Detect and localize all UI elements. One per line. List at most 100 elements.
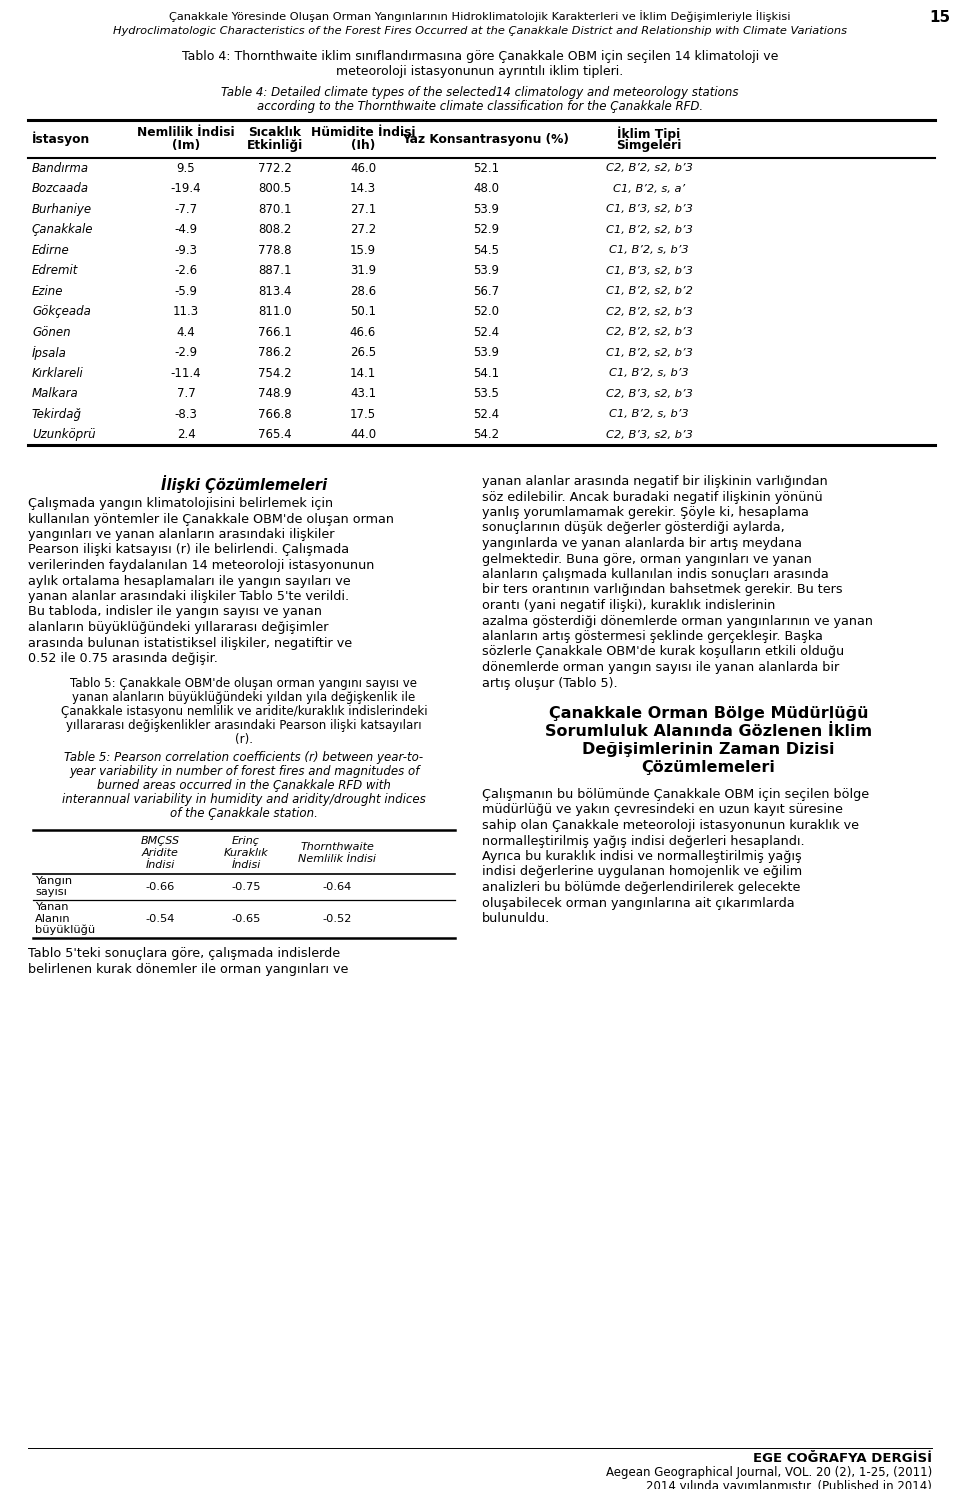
Text: Hydroclimatologic Characteristics of the Forest Fires Occurred at the Çanakkale : Hydroclimatologic Characteristics of the… [113,25,847,36]
Text: Malkara: Malkara [32,387,79,401]
Text: C1, B’3, s2, b’3: C1, B’3, s2, b’3 [606,204,692,214]
Text: Çalışmanın bu bölümünde Çanakkale OBM için seçilen bölge: Çalışmanın bu bölümünde Çanakkale OBM iç… [482,788,869,801]
Text: 52.0: 52.0 [473,305,499,319]
Text: -0.64: -0.64 [323,881,351,892]
Text: 53.9: 53.9 [473,347,499,359]
Text: İndisi: İndisi [145,861,175,871]
Text: yanan alanların büyüklüğündeki yıldan yıla değişkenlik ile: yanan alanların büyüklüğündeki yıldan yı… [72,691,416,704]
Text: 0.52 ile 0.75 arasında değişir.: 0.52 ile 0.75 arasında değişir. [28,652,218,666]
Text: burned areas occurred in the Çanakkale RFD with: burned areas occurred in the Çanakkale R… [97,780,391,792]
Text: Yanan: Yanan [35,902,68,913]
Text: Nemlilik İndisi: Nemlilik İndisi [137,127,235,138]
Text: 52.1: 52.1 [473,162,499,174]
Text: orantı (yani negatif ilişki), kuraklık indislerinin: orantı (yani negatif ilişki), kuraklık i… [482,599,776,612]
Text: meteoroloji istasyonunun ayrıntılı iklim tipleri.: meteoroloji istasyonunun ayrıntılı iklim… [336,66,624,77]
Text: Yangın: Yangın [35,876,72,886]
Text: İpsala: İpsala [32,345,67,360]
Text: 17.5: 17.5 [350,408,376,421]
Text: söz edilebilir. Ancak buradaki negatif ilişkinin yönünü: söz edilebilir. Ancak buradaki negatif i… [482,490,823,503]
Text: 15: 15 [929,10,950,25]
Text: Bu tabloda, indisler ile yangın sayısı ve yanan: Bu tabloda, indisler ile yangın sayısı v… [28,606,322,618]
Text: alanların çalışmada kullanılan indis sonuçları arasında: alanların çalışmada kullanılan indis son… [482,567,828,581]
Text: Aridite: Aridite [141,849,179,859]
Text: 46.0: 46.0 [350,162,376,174]
Text: (Ih): (Ih) [350,138,375,152]
Text: 52.4: 52.4 [473,326,499,339]
Text: oluşabilecek orman yangınlarına ait çıkarımlarda: oluşabilecek orman yangınlarına ait çıka… [482,896,795,910]
Text: Alanın: Alanın [35,913,71,923]
Text: 778.8: 778.8 [258,244,292,256]
Text: -9.3: -9.3 [175,244,198,256]
Text: 52.9: 52.9 [473,223,499,237]
Text: Simgeleri: Simgeleri [616,138,682,152]
Text: Tekirdağ: Tekirdağ [32,408,82,421]
Text: 870.1: 870.1 [258,203,292,216]
Text: -2.9: -2.9 [175,347,198,359]
Text: (r).: (r). [235,734,253,746]
Text: 14.3: 14.3 [350,182,376,195]
Text: alanların artış göstermesi şeklinde gerçekleşir. Başka: alanların artış göstermesi şeklinde gerç… [482,630,823,643]
Text: sayısı: sayısı [35,887,67,896]
Text: yangınlarda ve yanan alanlarda bir artış meydana: yangınlarda ve yanan alanlarda bir artış… [482,538,802,549]
Text: -0.66: -0.66 [145,881,175,892]
Text: BMÇSS: BMÇSS [140,837,180,847]
Text: 54.1: 54.1 [473,366,499,380]
Text: yanan alanlar arasındaki ilişkiler Tablo 5'te verildi.: yanan alanlar arasındaki ilişkiler Tablo… [28,590,349,603]
Text: Çanakkale istasyonu nemlilik ve aridite/kuraklık indislerindeki: Çanakkale istasyonu nemlilik ve aridite/… [60,706,427,719]
Text: of the Çanakkale station.: of the Çanakkale station. [170,807,318,820]
Text: C1, B’2, s, b’3: C1, B’2, s, b’3 [610,368,689,378]
Text: yanlış yorumlamamak gerekir. Şöyle ki, hesaplama: yanlış yorumlamamak gerekir. Şöyle ki, h… [482,506,809,520]
Text: C2, B’2, s2, b’3: C2, B’2, s2, b’3 [606,164,692,173]
Text: yanan alanlar arasında negatif bir ilişkinin varlığından: yanan alanlar arasında negatif bir ilişk… [482,475,828,488]
Text: 54.5: 54.5 [473,244,499,256]
Text: 2.4: 2.4 [177,429,196,441]
Text: İklim Tipi: İklim Tipi [617,127,681,140]
Text: Ezine: Ezine [32,284,63,298]
Text: Sıcaklık: Sıcaklık [249,127,301,138]
Text: Değişimlerinin Zaman Dizisi: Değişimlerinin Zaman Dizisi [583,742,835,756]
Text: Hümidite İndisi: Hümidite İndisi [311,127,416,138]
Text: -11.4: -11.4 [171,366,202,380]
Text: Table 5: Pearson correlation coefficients (r) between year-to-: Table 5: Pearson correlation coefficient… [64,752,423,764]
Text: kullanılan yöntemler ile Çanakkale OBM'de oluşan orman: kullanılan yöntemler ile Çanakkale OBM'd… [28,512,394,526]
Text: -7.7: -7.7 [175,203,198,216]
Text: year variability in number of forest fires and magnitudes of: year variability in number of forest fir… [69,765,420,779]
Text: Burhaniye: Burhaniye [32,203,92,216]
Text: Uzunköprü: Uzunköprü [32,429,96,441]
Text: azalma gösterdiği dönemlerde orman yangınlarının ve yanan: azalma gösterdiği dönemlerde orman yangı… [482,615,873,627]
Text: -0.54: -0.54 [145,913,175,923]
Text: -2.6: -2.6 [175,264,198,277]
Text: 14.1: 14.1 [349,366,376,380]
Text: İndisi: İndisi [231,861,261,871]
Text: 11.3: 11.3 [173,305,199,319]
Text: Gökçeada: Gökçeada [32,305,91,319]
Text: 27.1: 27.1 [349,203,376,216]
Text: C1, B’3, s2, b’3: C1, B’3, s2, b’3 [606,265,692,275]
Text: Tablo 5'teki sonuçlara göre, çalışmada indislerde: Tablo 5'teki sonuçlara göre, çalışmada i… [28,947,340,960]
Text: Çalışmada yangın klimatolojisini belirlemek için: Çalışmada yangın klimatolojisini belirle… [28,497,333,511]
Text: -5.9: -5.9 [175,284,198,298]
Text: Gönen: Gönen [32,326,71,339]
Text: sonuçlarının düşük değerler gösterdiği aylarda,: sonuçlarının düşük değerler gösterdiği a… [482,521,784,535]
Text: İlişki Çözümlemeleri: İlişki Çözümlemeleri [161,475,327,493]
Text: -0.52: -0.52 [323,913,351,923]
Text: Pearson ilişki katsayısı (r) ile belirlendi. Çalışmada: Pearson ilişki katsayısı (r) ile belirle… [28,543,349,557]
Text: -4.9: -4.9 [175,223,198,237]
Text: Sorumluluk Alanında Gözlenen İklim: Sorumluluk Alanında Gözlenen İklim [545,724,872,739]
Text: Bozcaada: Bozcaada [32,182,89,195]
Text: 754.2: 754.2 [258,366,292,380]
Text: dönemlerde orman yangın sayısı ile yanan alanlarda bir: dönemlerde orman yangın sayısı ile yanan… [482,661,839,675]
Text: Erinç: Erinç [232,837,260,847]
Text: Aegean Geographical Journal, VOL. 20 (2), 1-25, (2011): Aegean Geographical Journal, VOL. 20 (2)… [606,1467,932,1479]
Text: analizleri bu bölümde değerlendirilerek gelecekte: analizleri bu bölümde değerlendirilerek … [482,881,801,893]
Text: Edremit: Edremit [32,264,79,277]
Text: 766.1: 766.1 [258,326,292,339]
Text: C1, B’2, s, b’3: C1, B’2, s, b’3 [610,409,689,420]
Text: 48.0: 48.0 [473,182,499,195]
Text: 27.2: 27.2 [349,223,376,237]
Text: C2, B’2, s2, b’3: C2, B’2, s2, b’3 [606,307,692,317]
Text: 53.9: 53.9 [473,264,499,277]
Text: 748.9: 748.9 [258,387,292,401]
Text: Yaz Konsantrasyonu (%): Yaz Konsantrasyonu (%) [402,133,569,146]
Text: C1, B’2, s2, b’3: C1, B’2, s2, b’3 [606,225,692,235]
